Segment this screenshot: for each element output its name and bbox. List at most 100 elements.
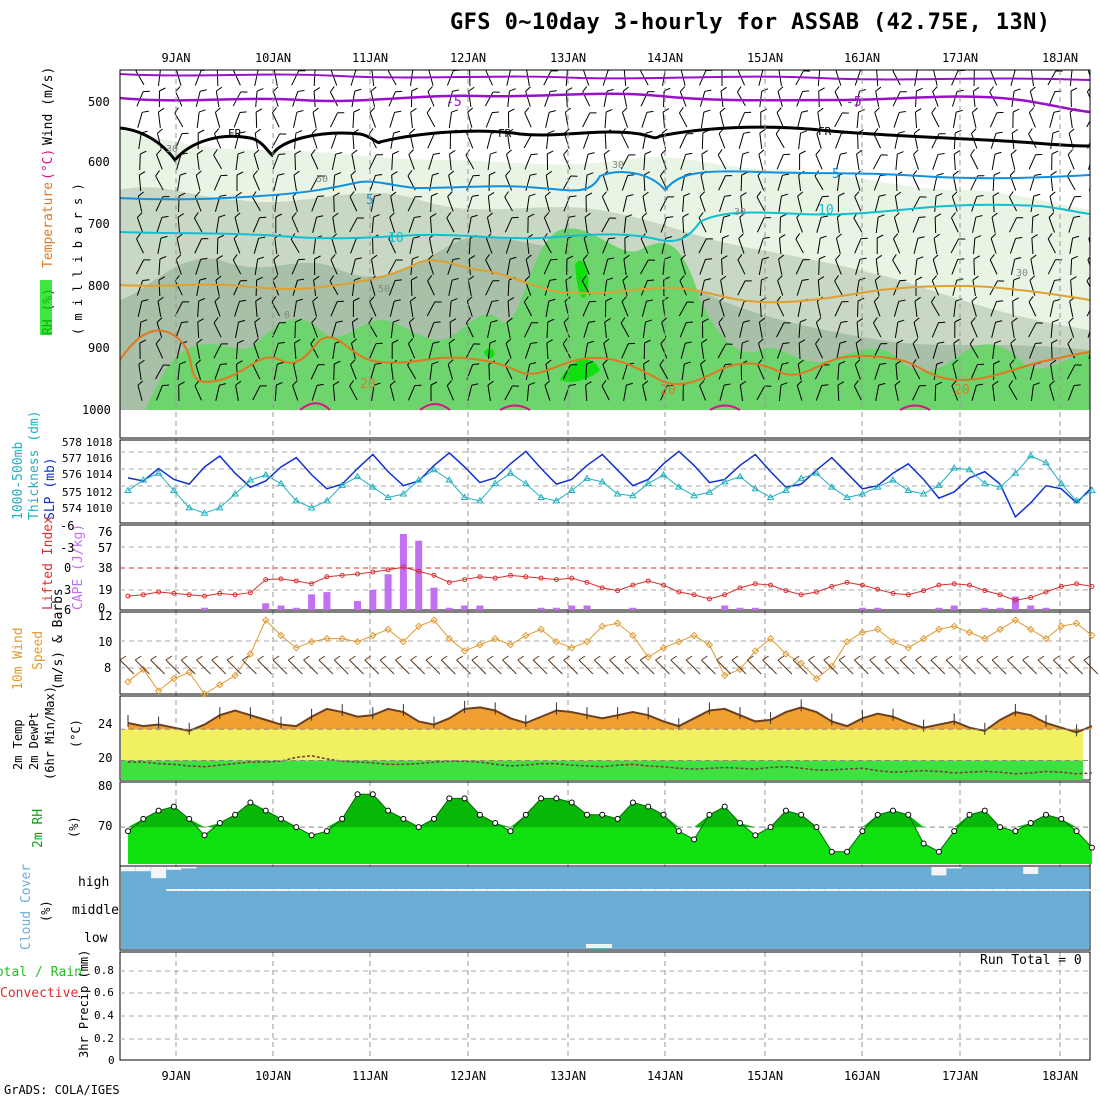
surface-wind-barb — [808, 655, 823, 675]
wind-barb-shaft — [642, 322, 647, 338]
wind-barb-flag — [181, 321, 189, 323]
wind-barb-flag — [298, 70, 306, 72]
wind-barb-shaft — [854, 364, 861, 380]
li-point — [416, 568, 422, 574]
cloud-high-bar — [380, 889, 396, 891]
wind-barb-flag — [838, 192, 845, 197]
wind-barb — [777, 86, 784, 107]
wind-barb-shaft — [293, 112, 298, 128]
wind-barb — [194, 238, 209, 254]
contour-label: FR — [228, 127, 242, 140]
thickness-point — [491, 479, 500, 487]
wind-barb-flag — [994, 340, 1002, 344]
wind-barb — [1028, 128, 1037, 149]
wind-barb — [523, 296, 533, 317]
wind-barb — [718, 363, 732, 380]
wind-barb — [177, 172, 187, 191]
wind-barb — [488, 340, 497, 360]
wind-barb-shaft — [795, 238, 804, 254]
wind-barb-shaft — [484, 91, 494, 107]
li-point — [309, 581, 315, 587]
rh-area-dark — [128, 794, 1092, 828]
run-total: Run Total = 0 — [980, 953, 1082, 968]
cloud-high-bar — [151, 867, 167, 879]
wind-barb-flag — [646, 299, 654, 302]
wind-barb — [331, 152, 343, 170]
surface-barb-flag — [609, 655, 616, 661]
wind-barb-shaft — [914, 258, 918, 276]
wind-barb — [216, 255, 223, 276]
temp2m-tick: 24 — [98, 717, 112, 731]
wind-barb-shaft — [680, 154, 687, 170]
wind-barb — [834, 301, 849, 317]
wind-barb — [410, 276, 418, 297]
wind-barb-flag — [1028, 296, 1034, 303]
wind-barb — [834, 275, 843, 296]
wind-barb-flag — [349, 191, 355, 198]
wind-barb-flag — [178, 192, 186, 197]
wind-barb — [177, 361, 187, 381]
thickness-point — [170, 486, 178, 494]
wind-barb-flag — [312, 107, 319, 113]
contour-label: 30 — [1016, 268, 1028, 279]
wind-barb-shaft — [543, 70, 552, 86]
surface-barb-flag — [792, 655, 800, 661]
wind-barb-shaft — [758, 70, 764, 86]
wind-point — [629, 631, 637, 640]
wind-barb — [778, 254, 785, 275]
wind-barb — [777, 173, 790, 191]
level-label: 700 — [88, 217, 110, 231]
wind-label: Wind (m/s) — [41, 67, 56, 145]
surface-wind-barb — [180, 655, 196, 675]
wind-barb-shaft — [562, 175, 572, 191]
wind-barb-flag — [802, 90, 810, 93]
surface-barb-shaft — [196, 659, 211, 675]
wind-barb-flag — [974, 235, 982, 239]
wind-barb-shaft — [252, 175, 260, 191]
wind-barb-shaft — [934, 195, 937, 213]
wind-point — [154, 687, 163, 695]
wind-barb-flag — [952, 359, 959, 365]
wind-barb-flag — [664, 256, 672, 260]
wind-barb-flag — [1073, 215, 1081, 218]
wind-barb-shaft — [272, 154, 280, 170]
wind-barb — [138, 359, 145, 380]
wind-barb — [314, 255, 321, 275]
contour-label: -5 — [846, 95, 862, 110]
wind-barb-shaft — [426, 301, 436, 317]
wind-barb-shaft — [970, 364, 978, 380]
wind-barb-shaft — [330, 70, 338, 86]
wind-barb — [740, 192, 747, 213]
wind-barb — [876, 70, 883, 87]
wind-barb — [775, 128, 785, 149]
wind-barb — [176, 70, 182, 86]
wind-barb — [779, 213, 787, 234]
wind-barb-shaft — [194, 70, 202, 86]
wind-barb-shaft — [157, 70, 161, 87]
wind-barb-shaft — [293, 301, 297, 317]
wind-barb-flag — [272, 86, 279, 92]
wind-barb-shaft — [252, 217, 260, 233]
wind-barb — [407, 196, 422, 212]
wind-barb-flag — [523, 296, 529, 303]
wind-barb-shaft — [488, 342, 491, 360]
thickness-point — [919, 490, 928, 497]
rh-point — [752, 832, 759, 839]
wind-barb-shaft — [778, 259, 783, 275]
wind-barb — [1011, 277, 1021, 297]
wind-barb-shaft — [196, 280, 201, 296]
wind-barb-flag — [544, 380, 551, 386]
wind-barb-flag — [434, 301, 442, 303]
wind-barb-flag — [409, 128, 416, 134]
wind-barb — [718, 317, 726, 338]
wind-barb — [138, 319, 148, 339]
thickness-point — [720, 477, 729, 485]
wind-barb-shaft — [602, 364, 609, 380]
li-point — [783, 588, 789, 594]
wind-barb — [1070, 87, 1078, 108]
wind-barb-flag — [446, 212, 452, 219]
wind-barb-flag — [1074, 384, 1081, 387]
wind-barb-shaft — [466, 301, 473, 317]
wind-barb-flag — [915, 108, 922, 113]
surface-barb-shaft — [150, 659, 165, 675]
